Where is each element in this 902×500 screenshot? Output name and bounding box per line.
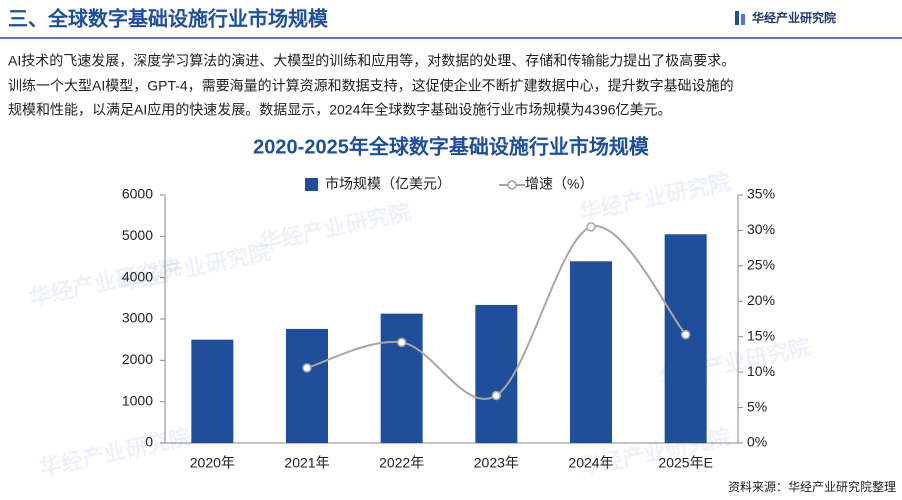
y-tick-label: 4000	[122, 268, 153, 284]
body-line: 训练一个大型AI模型，GPT-4，需要海量的计算资源和数据支持，这促使企业不断扩…	[8, 78, 734, 94]
y-tick-label: 5000	[122, 227, 153, 243]
y2-tick-label: 0%	[747, 434, 767, 450]
y2-tick-label: 35%	[747, 186, 775, 202]
bar	[286, 328, 328, 443]
y-tick-label: 0	[145, 434, 153, 450]
line-marker	[680, 329, 691, 340]
line-marker	[396, 337, 407, 348]
bar	[380, 313, 423, 443]
y2-tick-label: 20%	[747, 292, 775, 308]
x-tick-label: 2021年	[284, 455, 329, 471]
y2-tick-label: 15%	[747, 327, 775, 343]
line-marker	[302, 363, 312, 373]
y-tick-label: 2000	[122, 351, 153, 367]
logo-icon	[735, 11, 739, 25]
bar	[570, 261, 612, 443]
x-tick-label: 2024年	[568, 455, 613, 471]
line	[306, 225, 687, 400]
y-tick-label: 3000	[122, 310, 153, 326]
line-marker	[586, 222, 596, 232]
x-tick-label: 2020年	[190, 455, 235, 471]
body-line: 规模和性能，以满足AI应用的快速发展。数据显示，2024年全球数字基础设施行业市…	[8, 102, 672, 118]
line-marker	[491, 390, 502, 401]
y2-tick-label: 10%	[747, 363, 775, 379]
logo-icon	[741, 14, 745, 25]
bar	[191, 339, 234, 443]
y2-tick-label: 5%	[747, 398, 767, 414]
source: 资料来源：华经产业研究院整理	[728, 479, 896, 494]
x-tick-label: 2025年E	[658, 455, 712, 471]
chart-title: 2020-2025年全球数字基础设施行业市场规模	[253, 134, 650, 158]
legend-label: 增速（%）	[525, 176, 593, 192]
y-tick-label: 1000	[122, 392, 153, 408]
bar	[475, 304, 518, 443]
legend-swatch	[305, 178, 318, 191]
y-tick-label: 6000	[122, 186, 153, 202]
legend-label: 市场规模（亿美元）	[325, 176, 451, 192]
legend-swatch	[507, 180, 517, 190]
header-title: 三、全球数字基础设施行业市场规模	[8, 6, 329, 30]
x-tick-label: 2023年	[474, 455, 519, 471]
y2-tick-label: 25%	[747, 257, 775, 273]
body-line: AI技术的飞速发展，深度学习算法的演进、大模型的训练和应用等，对数据的处理、存储…	[8, 53, 735, 69]
x-tick-label: 2022年	[379, 455, 424, 471]
logo: 华经产业研究院	[752, 10, 836, 25]
y2-tick-label: 30%	[747, 221, 775, 237]
